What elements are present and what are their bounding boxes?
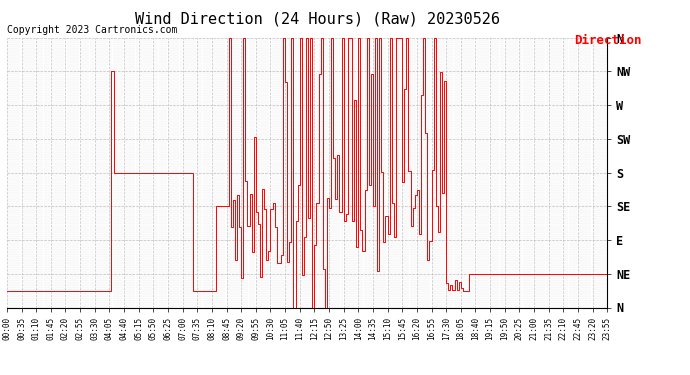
- Text: Copyright 2023 Cartronics.com: Copyright 2023 Cartronics.com: [7, 25, 177, 35]
- Text: Direction: Direction: [574, 34, 642, 47]
- Text: Wind Direction (24 Hours) (Raw) 20230526: Wind Direction (24 Hours) (Raw) 20230526: [135, 11, 500, 26]
